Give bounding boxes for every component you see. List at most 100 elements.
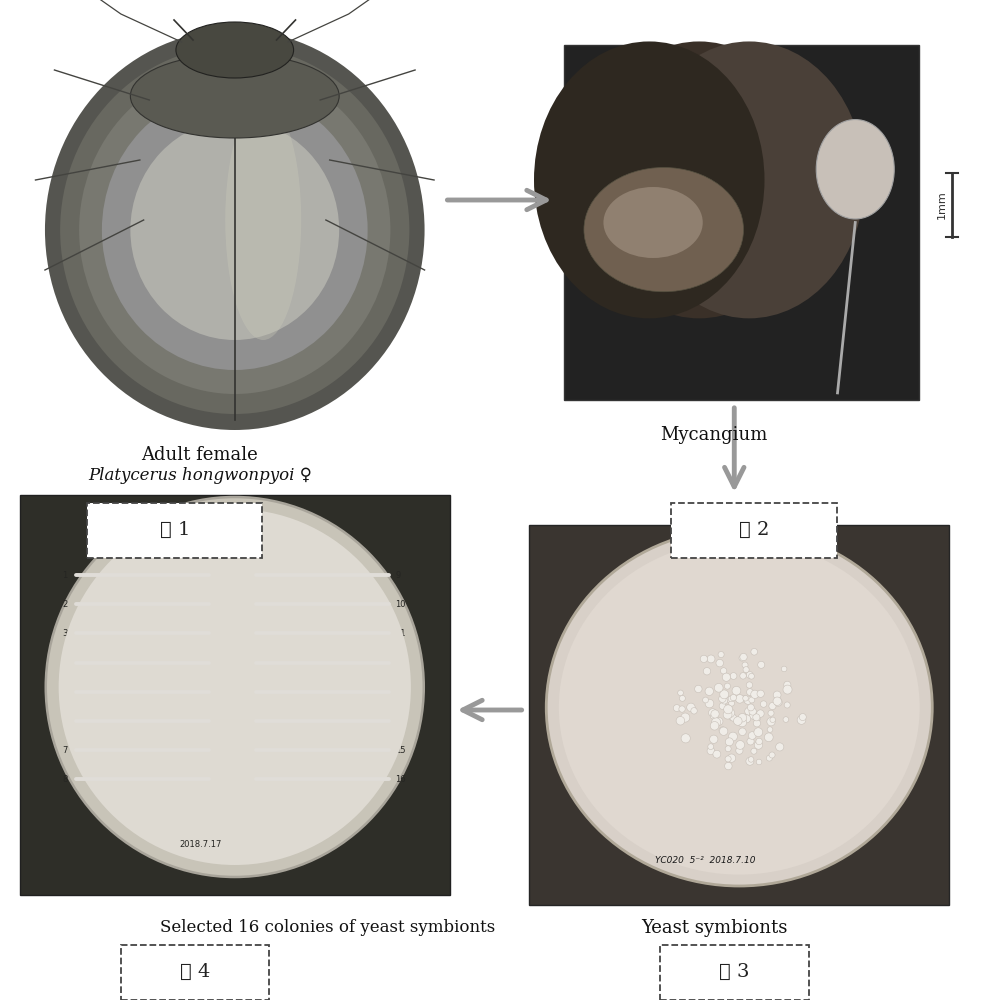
- Ellipse shape: [764, 733, 773, 742]
- Ellipse shape: [756, 710, 764, 717]
- Ellipse shape: [744, 707, 752, 715]
- Bar: [564, 45, 919, 400]
- Ellipse shape: [603, 187, 702, 258]
- Ellipse shape: [558, 540, 920, 875]
- Ellipse shape: [757, 661, 765, 668]
- Ellipse shape: [707, 655, 715, 663]
- Text: 16: 16: [396, 775, 406, 784]
- Ellipse shape: [747, 738, 754, 745]
- Ellipse shape: [773, 697, 781, 705]
- Ellipse shape: [59, 509, 411, 865]
- Ellipse shape: [747, 704, 754, 711]
- Text: 13: 13: [396, 687, 406, 696]
- Ellipse shape: [756, 738, 762, 745]
- Ellipse shape: [754, 741, 762, 749]
- Ellipse shape: [766, 755, 772, 761]
- Ellipse shape: [102, 90, 368, 370]
- Ellipse shape: [740, 714, 746, 720]
- Ellipse shape: [743, 716, 750, 723]
- Ellipse shape: [130, 120, 340, 340]
- Ellipse shape: [760, 701, 767, 707]
- Text: 12: 12: [396, 658, 406, 667]
- Ellipse shape: [751, 748, 757, 754]
- Ellipse shape: [784, 702, 790, 708]
- Ellipse shape: [748, 732, 756, 739]
- Ellipse shape: [722, 673, 730, 681]
- Ellipse shape: [775, 743, 784, 751]
- Ellipse shape: [723, 704, 729, 711]
- Ellipse shape: [728, 732, 737, 741]
- Ellipse shape: [726, 696, 733, 703]
- Ellipse shape: [757, 690, 764, 697]
- Ellipse shape: [733, 717, 742, 725]
- Ellipse shape: [750, 690, 759, 698]
- Ellipse shape: [730, 694, 736, 701]
- Ellipse shape: [735, 741, 744, 749]
- Ellipse shape: [737, 718, 746, 727]
- Ellipse shape: [724, 762, 732, 770]
- Ellipse shape: [740, 653, 747, 661]
- Ellipse shape: [744, 696, 752, 704]
- Ellipse shape: [46, 497, 424, 877]
- Ellipse shape: [729, 714, 735, 721]
- Ellipse shape: [705, 699, 713, 708]
- Ellipse shape: [176, 22, 294, 78]
- Ellipse shape: [694, 685, 702, 693]
- Ellipse shape: [679, 695, 685, 701]
- Text: YC020: YC020: [221, 536, 249, 545]
- Ellipse shape: [749, 697, 755, 703]
- Ellipse shape: [634, 41, 864, 318]
- Text: 9: 9: [396, 570, 401, 579]
- Ellipse shape: [718, 652, 724, 658]
- Ellipse shape: [679, 706, 685, 712]
- Ellipse shape: [711, 718, 720, 727]
- Ellipse shape: [702, 697, 708, 703]
- Ellipse shape: [767, 727, 773, 732]
- Text: Mycangium: Mycangium: [660, 426, 768, 444]
- Ellipse shape: [746, 682, 752, 688]
- Text: 图 2: 图 2: [739, 521, 769, 539]
- Ellipse shape: [716, 659, 723, 667]
- Ellipse shape: [730, 714, 736, 721]
- Text: 8: 8: [63, 775, 68, 784]
- Ellipse shape: [742, 662, 748, 668]
- Bar: [121, 944, 269, 1000]
- Ellipse shape: [711, 710, 719, 718]
- Text: 2: 2: [63, 600, 68, 609]
- Ellipse shape: [710, 714, 716, 719]
- Ellipse shape: [584, 41, 814, 318]
- Ellipse shape: [749, 708, 756, 715]
- Ellipse shape: [727, 754, 735, 762]
- Bar: [20, 495, 450, 895]
- Ellipse shape: [739, 655, 745, 661]
- Ellipse shape: [79, 66, 391, 394]
- Text: 2018.7.17: 2018.7.17: [179, 840, 222, 849]
- Ellipse shape: [710, 721, 719, 730]
- Ellipse shape: [738, 728, 746, 736]
- Text: Yeast symbionts: Yeast symbionts: [641, 919, 787, 937]
- Text: 7: 7: [63, 746, 68, 755]
- Text: 15: 15: [396, 746, 406, 755]
- Text: 1: 1: [63, 570, 68, 579]
- Text: 14: 14: [396, 716, 406, 726]
- Ellipse shape: [735, 695, 744, 703]
- Ellipse shape: [60, 46, 410, 414]
- Ellipse shape: [673, 705, 680, 711]
- Ellipse shape: [681, 734, 690, 743]
- Ellipse shape: [746, 757, 754, 765]
- Ellipse shape: [719, 727, 726, 734]
- Ellipse shape: [534, 41, 764, 318]
- Ellipse shape: [753, 720, 760, 727]
- Ellipse shape: [707, 747, 714, 755]
- Ellipse shape: [783, 685, 792, 694]
- Text: 3: 3: [63, 629, 68, 638]
- Ellipse shape: [725, 708, 734, 718]
- Ellipse shape: [686, 703, 695, 712]
- Ellipse shape: [546, 529, 932, 886]
- Bar: [671, 503, 837, 558]
- Ellipse shape: [719, 690, 728, 699]
- Bar: [660, 944, 808, 1000]
- Ellipse shape: [700, 655, 707, 662]
- Ellipse shape: [703, 668, 710, 675]
- Ellipse shape: [719, 727, 728, 735]
